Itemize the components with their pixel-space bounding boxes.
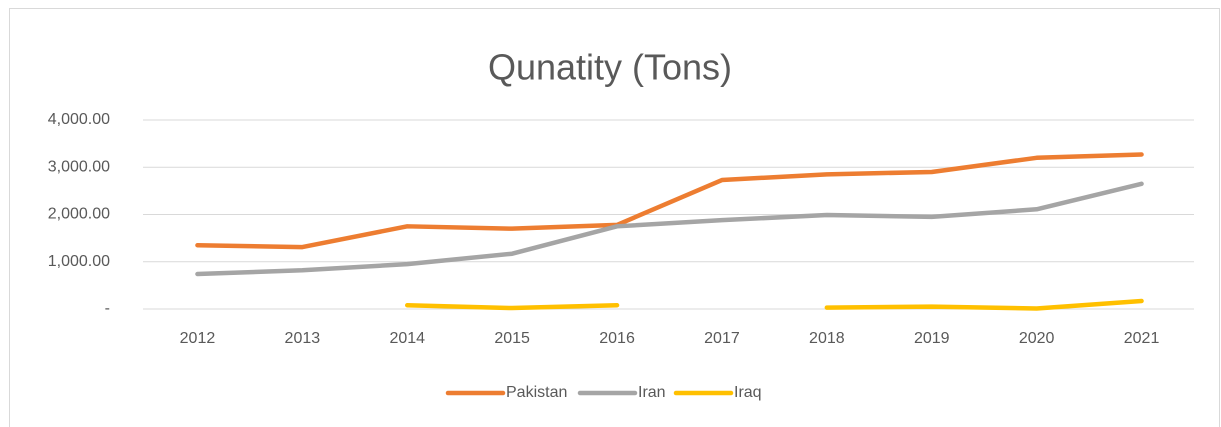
chart-border [9,8,1220,427]
chart-title: Qunatity (Tons) [488,47,732,88]
series-line [405,298,1144,311]
x-tick-label: 2019 [914,330,950,347]
x-tick-label: 2013 [285,330,321,347]
x-tick-label: 2016 [599,330,635,347]
y-tick-label: 1,000.00 [48,253,110,270]
y-tick-label: 3,000.00 [48,158,110,175]
x-tick-label: 2018 [809,330,845,347]
x-tick-label: 2020 [1019,330,1055,347]
x-tick-label: 2015 [494,330,530,347]
legend-label: Pakistan [506,384,567,401]
series-line [195,181,1144,277]
legend-label: Iran [638,384,666,401]
series-line [195,152,1144,250]
x-tick-label: 2021 [1124,330,1160,347]
y-tick-label: - [105,300,110,317]
legend-label: Iraq [734,384,762,401]
y-tick-label: 4,000.00 [48,111,110,128]
x-tick-label: 2012 [180,330,216,347]
x-tick-label: 2017 [704,330,740,347]
y-tick-label: 2,000.00 [48,206,110,223]
x-tick-label: 2014 [389,330,425,347]
